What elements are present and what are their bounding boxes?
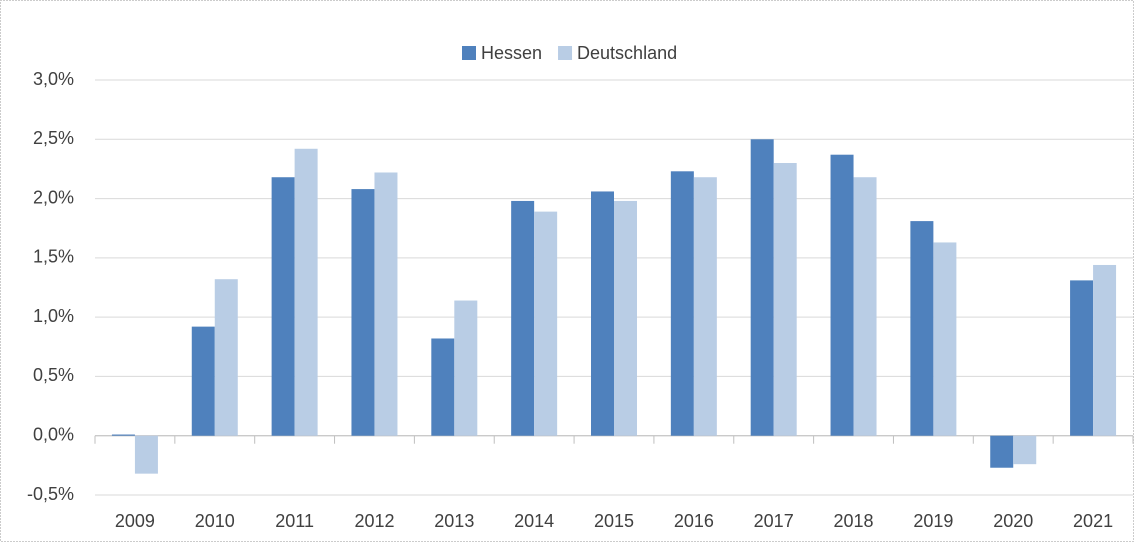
legend-label: Hessen <box>481 43 542 63</box>
bar <box>191 326 215 436</box>
x-tick-label: 2019 <box>913 511 953 531</box>
bar <box>534 211 558 436</box>
bar <box>134 435 158 474</box>
y-tick-label: 2,0% <box>33 187 74 207</box>
y-tick-label: 2,5% <box>33 128 74 148</box>
bar <box>1070 280 1094 436</box>
bar <box>111 434 135 436</box>
bar <box>990 435 1014 468</box>
bar <box>614 200 637 436</box>
bar <box>591 191 614 436</box>
bar <box>750 139 774 436</box>
bar <box>214 279 238 436</box>
bar <box>1013 435 1037 465</box>
bar <box>271 177 295 436</box>
x-tick-label: 2018 <box>834 511 874 531</box>
y-tick-label: 1,5% <box>33 247 74 267</box>
bar <box>294 148 318 436</box>
x-tick-label: 2015 <box>594 511 634 531</box>
legend-swatch <box>558 46 573 60</box>
y-tick-label: 0,0% <box>33 424 74 444</box>
x-tick-label: 2012 <box>354 511 394 531</box>
y-tick-label: -0,5% <box>27 484 74 504</box>
bar <box>773 163 797 436</box>
x-tick-label: 2014 <box>514 511 554 531</box>
y-tick-label: 3,0% <box>33 69 74 89</box>
bar <box>933 242 957 436</box>
bar <box>910 221 934 436</box>
x-tick-label: 2016 <box>674 511 714 531</box>
bar <box>454 300 478 436</box>
x-tick-label: 2013 <box>434 511 474 531</box>
bar <box>853 177 877 436</box>
x-tick-label: 2021 <box>1073 511 1113 531</box>
bar <box>511 200 535 436</box>
x-tick-label: 2009 <box>115 511 155 531</box>
bar <box>374 172 398 436</box>
bar <box>1093 264 1117 436</box>
x-tick-label: 2020 <box>993 511 1033 531</box>
legend-swatch <box>462 46 476 60</box>
x-tick-label: 2017 <box>754 511 794 531</box>
y-tick-label: 0,5% <box>33 365 74 385</box>
bar <box>670 171 694 436</box>
bar <box>830 154 854 436</box>
x-tick-label: 2010 <box>195 511 235 531</box>
legend-label: Deutschland <box>577 43 677 63</box>
bar <box>693 177 717 436</box>
x-tick-label: 2011 <box>275 511 314 531</box>
bar <box>431 338 455 436</box>
bar <box>351 189 375 436</box>
y-tick-label: 1,0% <box>33 306 74 326</box>
